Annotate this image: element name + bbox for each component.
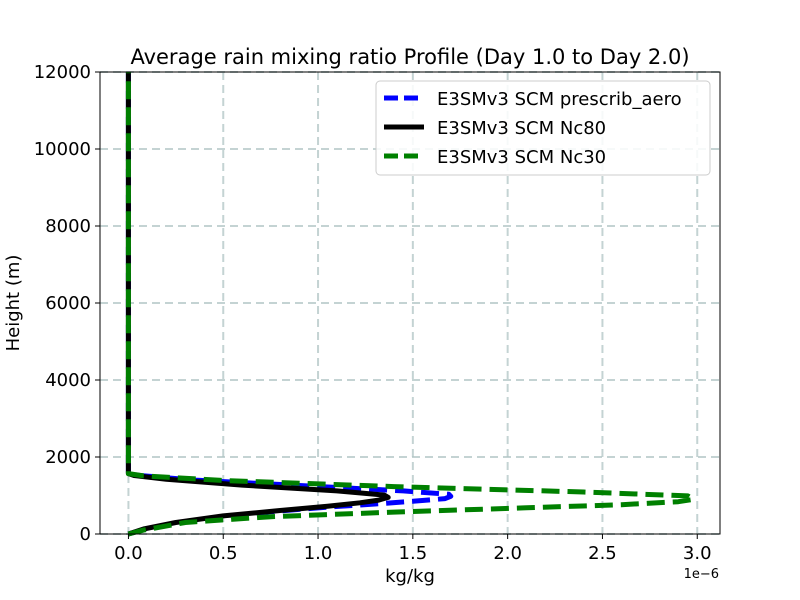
y-tick-label: 4000 (45, 370, 91, 391)
legend-label-e3smv3-scm-prescrib-aero: E3SMv3 SCM prescrib_aero (437, 89, 682, 110)
x-tick-label: 1.0 (304, 543, 333, 564)
legend-box (375, 80, 711, 176)
y-tick-label: 8000 (45, 216, 91, 237)
x-tick-label: 0.0 (114, 543, 143, 564)
x-tick-label: 2.0 (493, 543, 522, 564)
y-axis-label: Height (m) (3, 255, 24, 352)
y-tick-label: 10000 (34, 139, 91, 160)
legend-label-e3smv3-scm-nc30: E3SMv3 SCM Nc30 (437, 147, 606, 168)
series-group (125, 72, 696, 537)
y-tick-label: 6000 (45, 293, 91, 314)
legend-label-e3smv3-scm-nc80: E3SMv3 SCM Nc80 (437, 118, 606, 139)
x-tick-label: 1.5 (399, 543, 428, 564)
y-tick-label: 0 (80, 524, 91, 545)
x-axis-ticks: 0.0 0.5 1.0 1.5 2.0 2.5 3.0 (114, 534, 712, 564)
legend: E3SMv3 SCM prescrib_aero E3SMv3 SCM Nc80 E… (375, 80, 711, 176)
y-tick-label: 12000 (34, 62, 91, 83)
x-tick-label: 0.5 (209, 543, 238, 564)
y-tick-label: 2000 (45, 447, 91, 468)
y-axis-ticks: 0 2000 4000 6000 8000 10000 12000 (34, 62, 100, 545)
x-axis-label: kg/kg (385, 566, 435, 587)
x-tick-label: 2.5 (588, 543, 617, 564)
chart-title: Average rain mixing ratio Profile (Day 1… (130, 45, 689, 69)
series-line-e3smv3-scm-nc30 (125, 72, 696, 537)
x-axis-offset-text: 1e−6 (684, 567, 719, 582)
x-tick-label: 3.0 (683, 543, 712, 564)
